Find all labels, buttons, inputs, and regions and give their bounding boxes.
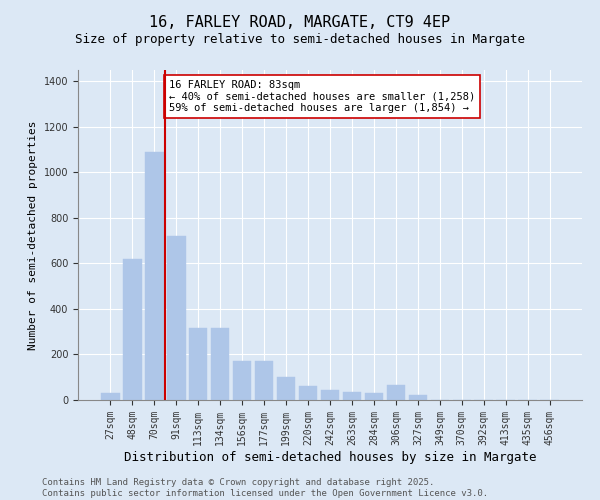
X-axis label: Distribution of semi-detached houses by size in Margate: Distribution of semi-detached houses by …: [124, 450, 536, 464]
Bar: [277, 377, 295, 400]
Bar: [123, 259, 142, 400]
Y-axis label: Number of semi-detached properties: Number of semi-detached properties: [28, 120, 38, 350]
Text: Size of property relative to semi-detached houses in Margate: Size of property relative to semi-detach…: [75, 32, 525, 46]
Bar: [233, 362, 251, 400]
Bar: [365, 393, 383, 400]
Bar: [386, 385, 405, 400]
Bar: [320, 390, 340, 400]
Text: 16 FARLEY ROAD: 83sqm
← 40% of semi-detached houses are smaller (1,258)
59% of s: 16 FARLEY ROAD: 83sqm ← 40% of semi-deta…: [169, 80, 475, 113]
Bar: [211, 328, 229, 400]
Bar: [299, 386, 317, 400]
Bar: [409, 396, 427, 400]
Text: 16, FARLEY ROAD, MARGATE, CT9 4EP: 16, FARLEY ROAD, MARGATE, CT9 4EP: [149, 15, 451, 30]
Bar: [167, 236, 185, 400]
Bar: [255, 362, 274, 400]
Text: Contains HM Land Registry data © Crown copyright and database right 2025.
Contai: Contains HM Land Registry data © Crown c…: [42, 478, 488, 498]
Bar: [145, 152, 164, 400]
Bar: [343, 392, 361, 400]
Bar: [189, 328, 208, 400]
Bar: [101, 393, 119, 400]
